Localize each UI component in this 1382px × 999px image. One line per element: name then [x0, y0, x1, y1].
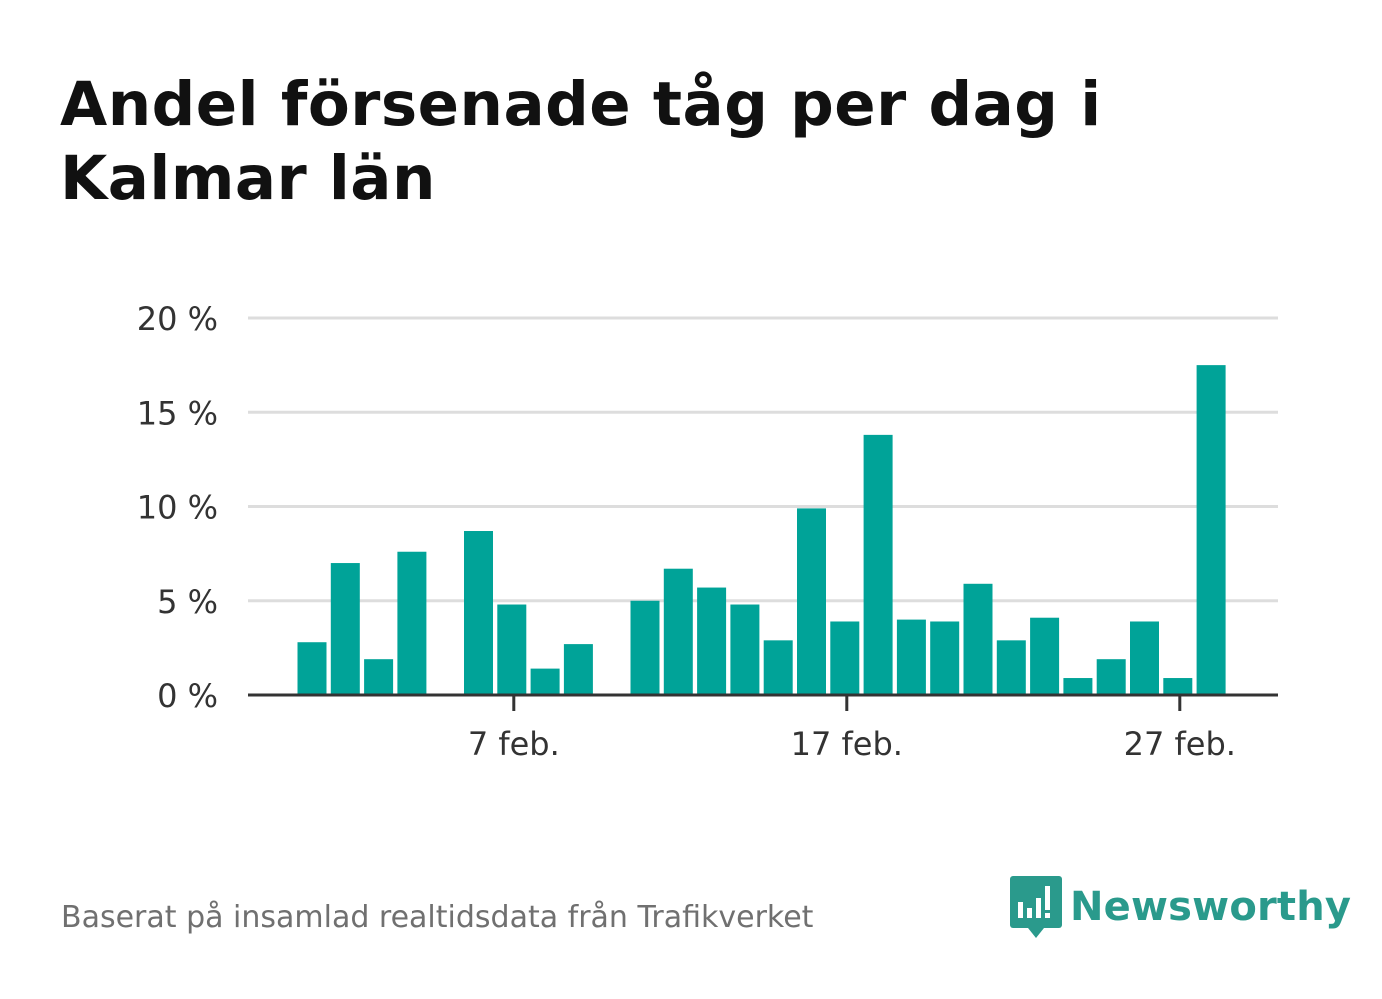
bar: [364, 659, 394, 695]
y-axis-labels: 0 % 5 % 10 % 15 % 20 %: [137, 300, 218, 715]
brand[interactable]: Newsworthy: [1010, 876, 1351, 938]
bar: [563, 644, 593, 695]
chart-title: Andel försenade tåg per dag i Kalmar län: [60, 69, 1102, 214]
y-tick-label: 5 %: [157, 583, 218, 621]
bar: [830, 621, 860, 695]
bar: [863, 434, 893, 695]
bar: [1163, 678, 1193, 695]
y-tick-label: 10 %: [137, 489, 218, 527]
bar: [930, 621, 960, 695]
bar: [763, 640, 793, 695]
newsworthy-logo-icon: [1010, 876, 1062, 938]
bar: [797, 508, 826, 695]
bar: [497, 604, 527, 695]
x-tick-label: 27 feb.: [1124, 725, 1236, 763]
brand-name: Newsworthy: [1070, 884, 1352, 930]
source-note: Baserat på insamlad realtidsdata från Tr…: [61, 900, 814, 935]
y-tick-label: 0 %: [157, 677, 218, 715]
bar: [1130, 621, 1159, 695]
y-tick-label: 20 %: [137, 300, 218, 338]
bar: [1030, 617, 1060, 695]
bar: [1096, 659, 1126, 695]
bar: [663, 568, 693, 695]
y-tick-label: 15 %: [137, 394, 218, 432]
bar: [730, 604, 760, 695]
bar: [530, 668, 560, 695]
bar: [1063, 678, 1093, 695]
x-axis-ticks: 7 feb. 17 feb. 27 feb.: [468, 695, 1236, 763]
chart-bars: [297, 365, 1226, 695]
bar: [297, 642, 327, 695]
bar: [630, 600, 660, 695]
bar: [996, 640, 1026, 695]
bar: [896, 619, 926, 695]
bar: [330, 563, 360, 695]
x-tick-label: 7 feb.: [468, 725, 560, 763]
x-tick-label: 17 feb.: [791, 725, 903, 763]
bar: [464, 531, 493, 695]
bar: [963, 583, 993, 695]
bar: [1196, 365, 1226, 695]
bar: [397, 551, 427, 695]
bar: [697, 587, 727, 695]
